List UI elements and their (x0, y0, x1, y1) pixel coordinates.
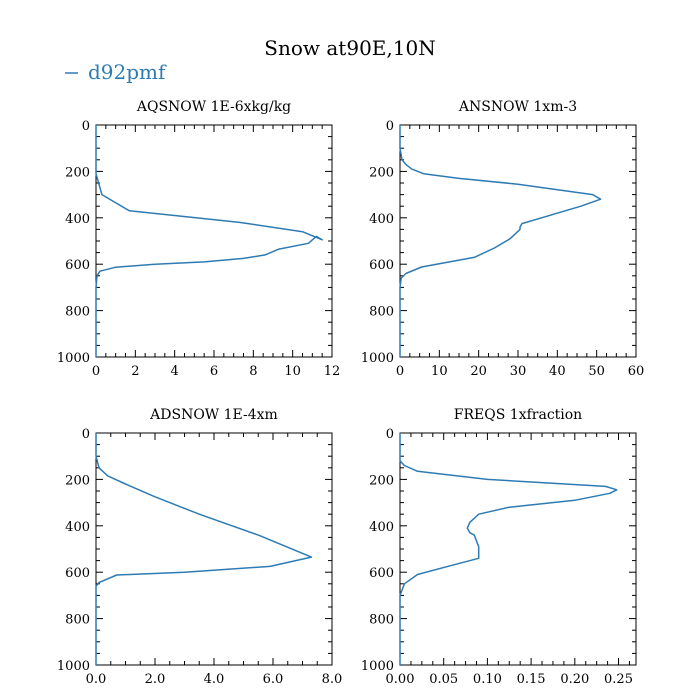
plot-frame (95, 432, 333, 666)
y-tick-label: 0 (82, 119, 90, 134)
x-tick-label: 10 (284, 364, 301, 379)
x-tick-label: 50 (588, 364, 605, 379)
x-tick-label: 0 (396, 364, 404, 379)
x-tick-label: 0.05 (429, 672, 458, 687)
y-tick-label: 600 (65, 566, 90, 581)
panel-title: ADSNOW 1E-4xm (149, 407, 278, 423)
series-line (95, 125, 323, 357)
y-tick-label: 400 (369, 212, 394, 227)
series-line (399, 433, 618, 665)
y-tick-label: 600 (65, 258, 90, 273)
x-tick-label: 0.15 (517, 672, 546, 687)
y-tick-label: 200 (369, 165, 394, 180)
x-tick-label: 4 (171, 364, 179, 379)
x-tick-label: 12 (324, 364, 341, 379)
y-tick-label: 800 (369, 305, 394, 320)
y-tick-label: 800 (65, 613, 90, 628)
y-tick-label: 600 (369, 566, 394, 581)
y-tick-label: 0 (386, 119, 394, 134)
x-tick-label: 4.0 (204, 672, 225, 687)
y-tick-label: 600 (369, 258, 394, 273)
y-tick-label: 200 (65, 473, 90, 488)
x-tick-label: 0.0 (86, 672, 107, 687)
panel-title: AQSNOW 1E-6xkg/kg (136, 99, 291, 115)
x-tick-label: 2 (131, 364, 139, 379)
plot-frame (399, 432, 637, 666)
x-tick-label: 0.20 (560, 672, 589, 687)
x-tick-label: 8.0 (322, 672, 343, 687)
y-tick-label: 200 (369, 473, 394, 488)
x-tick-label: 10 (431, 364, 448, 379)
x-tick-label: 0.25 (604, 672, 633, 687)
plot-frame (399, 124, 637, 358)
x-tick-label: 6 (210, 364, 218, 379)
y-tick-label: 400 (65, 520, 90, 535)
x-tick-label: 0.00 (386, 672, 415, 687)
y-tick-label: 200 (65, 165, 90, 180)
x-tick-label: 60 (628, 364, 645, 379)
y-tick-label: 1000 (361, 659, 394, 674)
series-line (399, 125, 602, 357)
x-tick-label: 0.10 (473, 672, 502, 687)
figure-title: Snow at90E,10N (264, 36, 435, 60)
panel-title: FREQS 1xfraction (454, 407, 582, 423)
y-tick-label: 0 (386, 427, 394, 442)
y-tick-label: 1000 (57, 351, 90, 366)
panel-title: ANSNOW 1xm-3 (458, 99, 577, 115)
x-tick-label: 2.0 (145, 672, 166, 687)
legend-label: d92pmf (88, 60, 167, 84)
x-tick-label: 30 (510, 364, 527, 379)
x-tick-label: 8 (249, 364, 257, 379)
y-tick-label: 800 (369, 613, 394, 628)
plot-frame (95, 124, 333, 358)
y-tick-label: 400 (65, 212, 90, 227)
series-line (95, 433, 313, 665)
x-tick-label: 0 (92, 364, 100, 379)
y-tick-label: 1000 (57, 659, 90, 674)
y-tick-label: 400 (369, 520, 394, 535)
y-tick-label: 1000 (361, 351, 394, 366)
y-tick-label: 800 (65, 305, 90, 320)
y-tick-label: 0 (82, 427, 90, 442)
x-tick-label: 6.0 (263, 672, 284, 687)
x-tick-label: 20 (470, 364, 487, 379)
x-tick-label: 40 (549, 364, 566, 379)
